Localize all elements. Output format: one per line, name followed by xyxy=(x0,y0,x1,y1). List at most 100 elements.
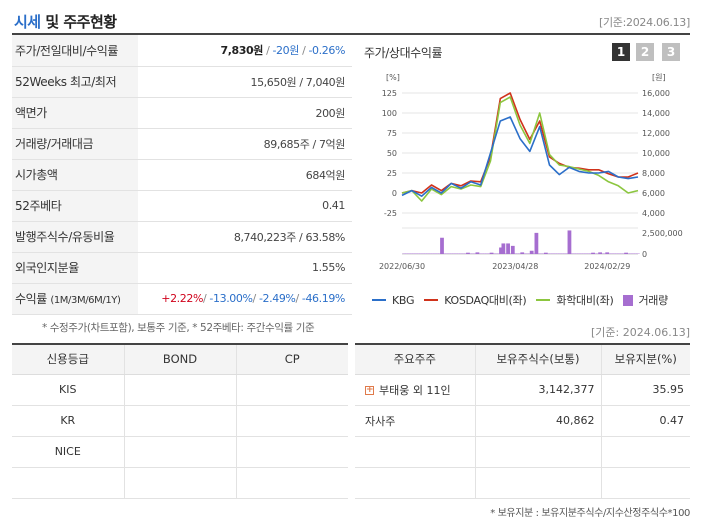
row-value: 15,650원 / 7,040원 xyxy=(138,66,352,98)
reference-date-2: [기준: 2024.06.13] xyxy=(590,326,690,339)
chart-page-1-button[interactable]: 1 xyxy=(612,43,630,61)
price-value: 7,830원 / -20원 / -0.26% xyxy=(138,35,352,67)
holder-pct: 35.95 xyxy=(601,374,690,406)
credit-rating-table: 신용등급 BOND CP KIS KR NICE xyxy=(12,343,348,499)
legend-label: 거래량 xyxy=(638,294,668,307)
y-left-tick-label: 25 xyxy=(387,169,397,178)
legend-item-kosdaq: KOSDAQ대비(좌) xyxy=(424,292,527,308)
volume-bar xyxy=(567,230,572,254)
table-row: KIS xyxy=(12,374,348,406)
y-left-tick-label: 125 xyxy=(382,89,397,98)
y-left-tick-label: -25 xyxy=(384,209,397,218)
returns-label: 수익률 xyxy=(15,292,47,306)
holder-shares xyxy=(475,467,602,499)
table-cell xyxy=(124,405,237,437)
section-title: 시세 및 주주현황 xyxy=(14,11,117,32)
col-header: 보유주식수(보통) xyxy=(475,343,602,375)
volume-bar xyxy=(475,252,480,254)
legend-swatch xyxy=(372,299,386,301)
header-divider xyxy=(12,33,690,35)
volume-bar xyxy=(489,252,494,254)
table-row xyxy=(355,467,690,499)
table-cell xyxy=(12,467,125,499)
returns-period-label: (1M/3M/6M/1Y) xyxy=(50,295,121,306)
y-left-tick-label: 100 xyxy=(382,109,397,118)
holder-name xyxy=(355,467,476,499)
legend-item-volume: 거래량 xyxy=(623,292,668,308)
table-row: 52Weeks 최고/최저 15,650원 / 7,040원 xyxy=(12,66,352,98)
table-header-row: 신용등급 BOND CP xyxy=(12,343,348,375)
table-row: + 부태웅 외 11인 3,142,377 35.95 xyxy=(355,374,690,406)
legend-swatch xyxy=(424,299,439,301)
legend-swatch xyxy=(623,294,634,306)
separator: / xyxy=(302,44,309,58)
table-cell xyxy=(236,405,348,437)
price-change-rate: -0.26% xyxy=(308,44,345,58)
table-header-row: 주요주주 보유주식수(보통) 보유지분(%) xyxy=(355,343,690,375)
row-label: 액면가 xyxy=(12,97,138,129)
holder-shares: 3,142,377 xyxy=(475,374,602,406)
table-cell: KIS xyxy=(12,374,125,406)
holder-shares: 40,862 xyxy=(475,405,602,437)
row-value: 0.41 xyxy=(138,190,352,222)
table-cell: NICE xyxy=(12,436,125,468)
table-cell xyxy=(124,467,237,499)
row-label: 수익률 (1M/3M/6M/1Y) xyxy=(12,283,138,315)
table-row: 시가총액 684억원 xyxy=(12,159,352,191)
summary-footnote: * 수정주가(차트포함), 보통주 기준, * 52주베타: 주간수익률 기준 xyxy=(42,322,315,334)
legend-label: 화학대비(좌) xyxy=(556,294,614,307)
holder-pct xyxy=(601,436,690,468)
series-lines xyxy=(401,92,639,202)
volume-bar xyxy=(529,250,534,254)
table-row: NICE xyxy=(12,436,348,468)
stock-chart: [%] [원] 125 100 75 50 25 0 -25 16,000 14,000 12,000… xyxy=(379,73,683,271)
section-title-rest: 및 주주현황 xyxy=(40,13,117,31)
table-row xyxy=(12,467,348,499)
chem-relative-line xyxy=(401,96,639,202)
kbg-price-line xyxy=(401,116,639,197)
holder-name-cell[interactable]: + 부태웅 외 11인 xyxy=(355,374,476,406)
col-header: 주요주주 xyxy=(355,343,476,375)
row-value: 8,740,223주 / 63.58% xyxy=(138,221,352,253)
holder-pct xyxy=(601,467,690,499)
chart-page-2-button[interactable]: 2 xyxy=(636,43,654,61)
volume-bars xyxy=(402,230,640,254)
y-right-tick-label: 10,000 xyxy=(642,149,670,158)
price-summary-table: 주가/전일대비/수익률 7,830원 / -20원 / -0.26% 52Wee… xyxy=(12,35,352,315)
returns-value: +2.22%/ -13.00%/ -2.49%/ -46.19% xyxy=(138,283,352,315)
table-row: 외국인지분율 1.55% xyxy=(12,252,352,284)
table-cell xyxy=(124,436,237,468)
holder-name xyxy=(355,436,476,468)
row-value: 684억원 xyxy=(138,159,352,191)
holders-footnote: * 보유지분 : 보유지분주식수/지수산정주식수*100 xyxy=(490,508,690,519)
y-right-tick-label: 6,000 xyxy=(642,189,665,198)
y-right-tick-label: 8,000 xyxy=(642,169,665,178)
table-row: 주가/전일대비/수익률 7,830원 / -20원 / -0.26% xyxy=(12,35,352,67)
col-header: BOND xyxy=(124,343,237,375)
expand-plus-icon[interactable]: + xyxy=(365,385,374,395)
holder-name: 부태웅 외 11인 xyxy=(379,383,451,397)
table-row: 발행주식수/유동비율 8,740,223주 / 63.58% xyxy=(12,221,352,253)
table-row: 52주베타 0.41 xyxy=(12,190,352,222)
chart-title: 주가/상대수익률 xyxy=(364,46,443,60)
return-3m: -13.00% xyxy=(209,292,253,305)
volume-bar xyxy=(510,245,515,254)
row-value: 200원 xyxy=(138,97,352,129)
volume-bar xyxy=(499,247,503,254)
row-label: 외국인지분율 xyxy=(12,252,138,284)
table-row: 자사주 40,862 0.47 xyxy=(355,405,690,437)
row-label: 발행주식수/유동비율 xyxy=(12,221,138,253)
table-cell: KR xyxy=(12,405,125,437)
current-price: 7,830원 xyxy=(220,44,263,58)
y-left-tick-label: 50 xyxy=(387,149,397,158)
volume-bar xyxy=(501,243,506,254)
volume-bar xyxy=(543,252,548,254)
return-6m: -2.49% xyxy=(258,292,296,305)
row-label: 거래량/거래대금 xyxy=(12,128,138,160)
chart-page-3-button[interactable]: 3 xyxy=(662,43,680,61)
x-tick-label: 2023/04/28 xyxy=(492,262,538,271)
y-right-tick-label: 14,000 xyxy=(642,109,670,118)
y-right-tick-label: 16,000 xyxy=(642,89,670,98)
table-row: 액면가 200원 xyxy=(12,97,352,129)
chart-legend: KBG KOSDAQ대비(좌) 화학대비(좌) 거래량 xyxy=(372,292,678,308)
